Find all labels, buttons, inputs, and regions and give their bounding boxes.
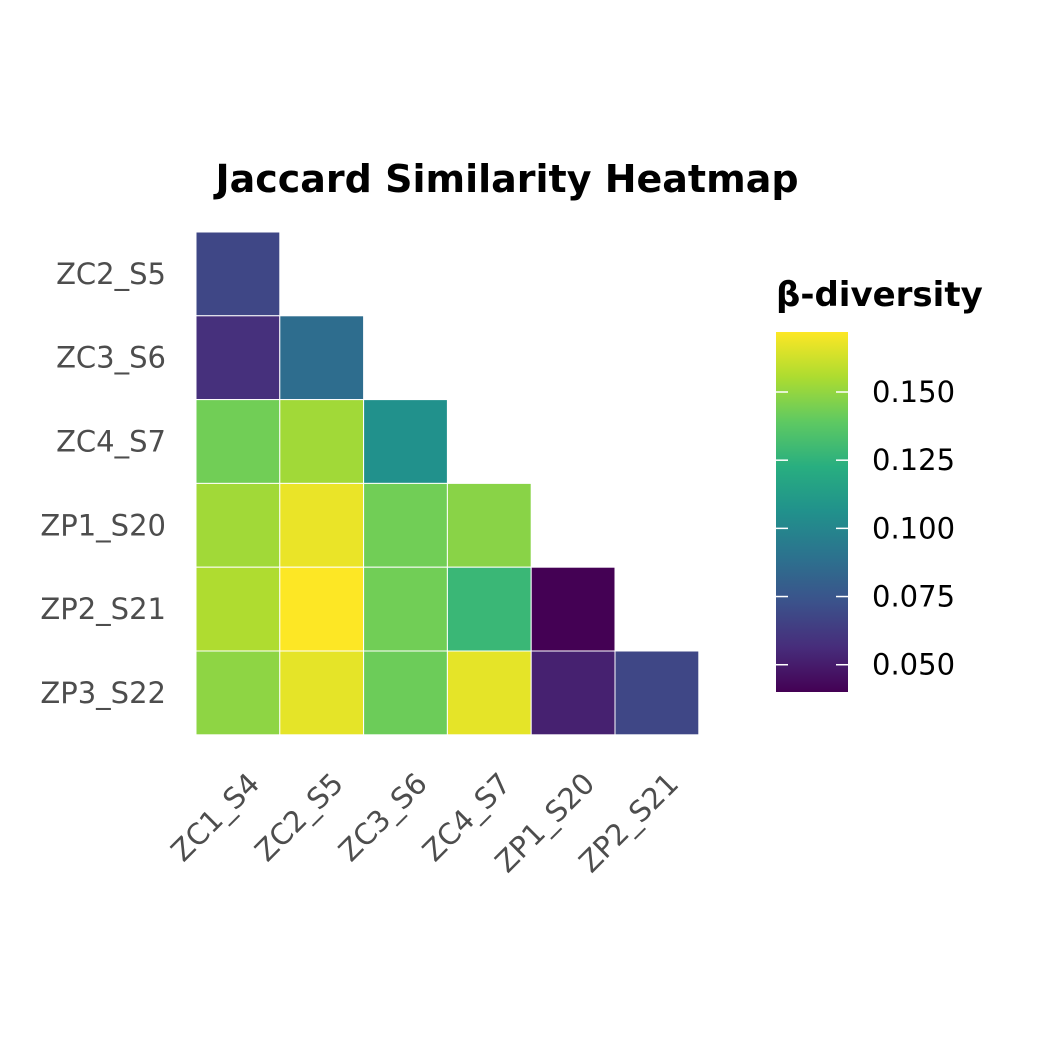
heatmap-cell	[195, 650, 281, 736]
heatmap-cell	[279, 566, 365, 652]
heatmap-cell	[279, 399, 365, 484]
heatmap-cell	[363, 399, 448, 484]
heatmap-cell	[195, 482, 281, 568]
heatmap-cell	[446, 650, 532, 736]
colorbar	[776, 332, 848, 692]
heatmap-cell	[279, 315, 365, 401]
heatmap-cell	[279, 482, 365, 568]
heatmap-cell	[614, 650, 700, 736]
heatmap-cell	[195, 399, 281, 484]
y-axis-labels: ZC2_S5 ZC3_S6 ZC4_S7 ZP1_S20 ZP2_S21 ZP3_S22	[40, 257, 166, 710]
heatmap-cell	[363, 566, 448, 652]
y-tick-label: ZC4_S7	[56, 425, 166, 459]
legend-tick-label: 0.100	[872, 511, 955, 545]
y-tick-label: ZP2_S21	[40, 592, 166, 626]
x-tick-label: ZC2_S5	[248, 766, 350, 868]
heatmap-cell	[195, 315, 281, 401]
legend-tick-label: 0.050	[872, 648, 955, 682]
x-tick-label: ZC1_S4	[164, 766, 266, 868]
heatmap-cell	[279, 650, 365, 736]
colorbar-legend: β-diversity 0.050 0.075 0.100 0.125 0.150	[776, 275, 983, 692]
heatmap-cell	[446, 566, 532, 652]
heatmap-cell	[530, 566, 616, 652]
y-tick-label: ZP3_S22	[40, 676, 166, 710]
y-tick-label: ZC2_S5	[56, 257, 166, 291]
heatmap-cell	[363, 650, 448, 736]
chart-title: Jaccard Similarity Heatmap	[212, 157, 798, 201]
legend-tick-label: 0.150	[872, 375, 955, 409]
y-tick-label: ZP1_S20	[40, 508, 166, 542]
heatmap-cell	[363, 482, 448, 568]
legend-title: β-diversity	[776, 275, 983, 315]
x-tick-label: ZC3_S6	[332, 766, 434, 868]
heatmap-cells	[195, 231, 700, 736]
y-tick-label: ZC3_S6	[56, 341, 166, 375]
heatmap-cell	[530, 650, 616, 736]
heatmap-cell	[195, 231, 281, 317]
heatmap-cell	[195, 566, 281, 652]
legend-tick-label: 0.075	[872, 580, 955, 614]
legend-tick-label: 0.125	[872, 443, 955, 477]
heatmap-cell	[446, 482, 532, 568]
